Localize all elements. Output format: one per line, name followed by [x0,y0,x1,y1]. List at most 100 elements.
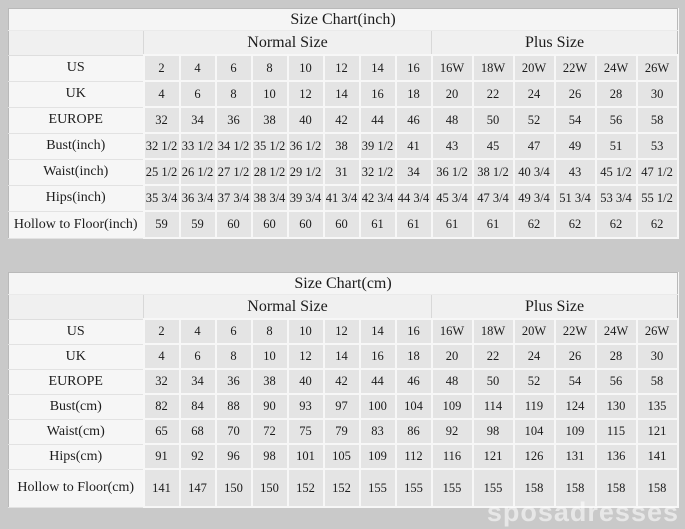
size-cell: 60 [322,210,361,239]
table-row: Hollow to Floor(cm) 141 147 150 150 152 152 155… [8,468,679,508]
size-cell: 130 [594,393,638,420]
table-row: Bust(inch) 32 1/2 33 1/2 34 1/2 35 1/2 36 1/2… [8,132,679,160]
size-cell: 38 [250,368,289,395]
size-cell: 124 [553,393,597,420]
size-cell: 97 [322,393,361,420]
size-cell: 40 [286,106,325,134]
size-cell: 24 [512,80,556,108]
size-cell: 104 [394,393,433,420]
size-cell: 38 1/2 [471,158,515,186]
size-cell: 28 [594,343,638,370]
table-row: Waist(inch) 25 1/2 26 1/2 27 1/2 28 1/2 29 1/… [8,158,679,186]
size-cell: 10 [286,54,325,82]
size-cell: 24W [594,54,638,82]
size-cell: 34 [178,368,217,395]
size-cell: 54 [553,368,597,395]
size-cell: 33 1/2 [178,132,217,160]
size-table: Size Chart(cm) Normal Size Plus Size US 2 4 6 8… [8,272,679,508]
size-cell: 10 [250,343,289,370]
size-cell: 126 [512,443,556,470]
row-label: Waist(inch) [8,159,144,186]
size-cell: 83 [358,418,397,445]
size-cell: 136 [594,443,638,470]
size-cell: 104 [512,418,556,445]
size-cell: 56 [594,368,638,395]
size-cell: 34 [178,106,217,134]
size-cell: 61 [430,210,474,239]
size-cell: 55 1/2 [635,184,679,212]
size-cell: 92 [430,418,474,445]
size-cell: 32 [142,368,181,395]
size-cell: 31 [322,158,361,186]
size-cell: 42 3/4 [358,184,397,212]
size-cell: 59 [142,210,181,239]
size-cell: 36 1/2 [430,158,474,186]
table-title: Size Chart(cm) [8,272,678,295]
size-cell: 25 1/2 [142,158,181,186]
size-cell: 6 [178,80,217,108]
size-cell: 51 [594,132,638,160]
size-cell: 109 [553,418,597,445]
size-cell: 115 [594,418,638,445]
size-cell: 70 [214,418,253,445]
size-cell: 98 [250,443,289,470]
size-cell: 34 1/2 [214,132,253,160]
size-cell: 10 [286,318,325,345]
size-cell: 4 [178,54,217,82]
size-cell: 121 [635,418,679,445]
size-cell: 152 [286,468,325,508]
table-row: Hollow to Floor(inch) 59 59 60 60 60 60 61 61 61 6… [8,210,679,239]
row-label: Waist(cm) [8,419,144,445]
size-cell: 158 [553,468,597,508]
size-cell: 84 [178,393,217,420]
size-cell: 141 [635,443,679,470]
size-cell: 29 1/2 [286,158,325,186]
size-cell: 62 [512,210,556,239]
size-cell: 47 1/2 [635,158,679,186]
size-cell: 22W [553,318,597,345]
table-row: UK 4 6 8 10 12 14 16 18 20 22 24 26 28 30 [8,80,679,108]
size-cell: 158 [635,468,679,508]
table-row: Bust(cm) 82 84 88 90 93 97 100 104 109 114 119 124 13… [8,393,679,420]
table-row: US 2 4 6 8 10 12 14 16 16W 18W 20W 22W 24W 26W [8,318,679,345]
size-cell: 35 1/2 [250,132,289,160]
size-cell: 27 1/2 [214,158,253,186]
size-cell: 26W [635,318,679,345]
size-cell: 36 1/2 [286,132,325,160]
size-cell: 60 [250,210,289,239]
size-cell: 58 [635,368,679,395]
size-cell: 135 [635,393,679,420]
size-cell: 54 [553,106,597,134]
size-cell: 44 3/4 [394,184,433,212]
size-cell: 20W [512,318,556,345]
size-cell: 24W [594,318,638,345]
size-cell: 18 [394,343,433,370]
table-row: EUROPE 32 34 36 38 40 42 44 46 48 50 52 54 56 58 [8,368,679,395]
size-cell: 8 [250,54,289,82]
table-row: Hips(inch) 35 3/4 36 3/4 37 3/4 38 3/4 39 3/4… [8,184,679,212]
size-table: Size Chart(inch) Normal Size Plus Size US 2 4… [8,8,679,239]
size-cell: 36 [214,368,253,395]
plus-size-header: Plus Size [430,294,678,320]
size-cell: 45 [471,132,515,160]
size-cell: 32 1/2 [142,132,181,160]
row-label: Bust(inch) [8,133,144,160]
size-cell: 14 [358,318,397,345]
size-cell: 47 [512,132,556,160]
size-cell: 56 [594,106,638,134]
size-cell: 41 3/4 [322,184,361,212]
size-cell: 20W [512,54,556,82]
size-cell: 75 [286,418,325,445]
size-cell: 42 [322,106,361,134]
size-cell: 82 [142,393,181,420]
size-cell: 88 [214,393,253,420]
size-cell: 14 [322,343,361,370]
row-label: EUROPE [8,369,144,395]
size-cell: 114 [471,393,515,420]
size-cell: 158 [594,468,638,508]
row-label: US [8,55,144,82]
size-cell: 100 [358,393,397,420]
size-cell: 16 [394,318,433,345]
size-cell: 38 [322,132,361,160]
